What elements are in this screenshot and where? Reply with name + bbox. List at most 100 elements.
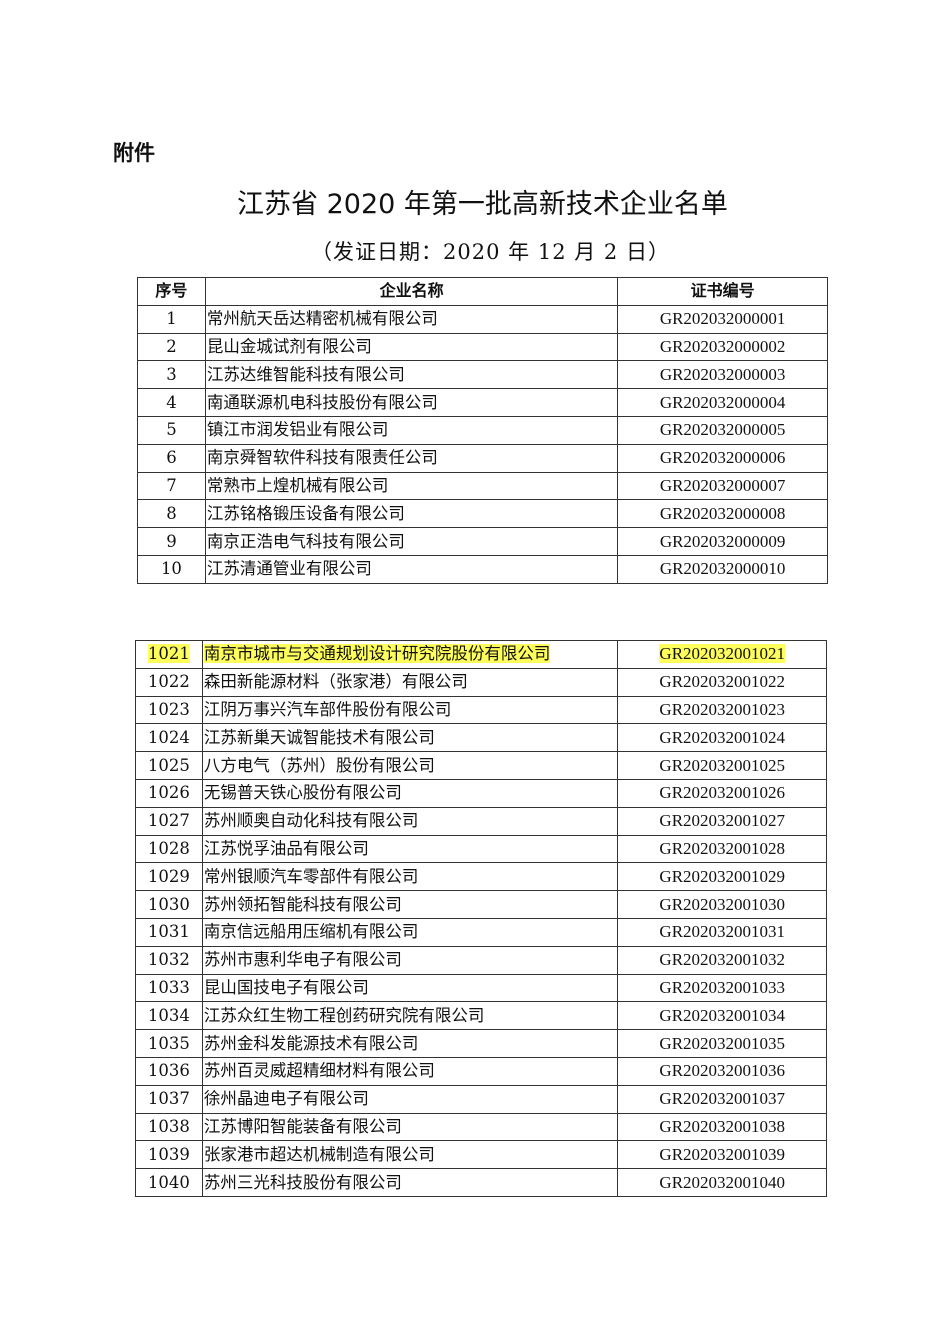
row-index: 1025 [135, 751, 203, 780]
company-name-text: 南京舜智软件科技有限责任公司 [206, 448, 438, 468]
certificate-number-text: GR202032001027 [659, 811, 786, 831]
row-index-text: 1037 [147, 1089, 190, 1109]
company-name-text: 常州航天岳达精密机械有限公司 [206, 309, 438, 329]
certificate-number-text: GR202032001036 [659, 1061, 786, 1081]
certificate-number: GR202032001034 [617, 1001, 827, 1031]
row-index-text: 1036 [147, 1061, 190, 1081]
row-index-text: 1028 [147, 838, 190, 858]
company-name: 江阴万事兴汽车部件股份有限公司 [201, 695, 619, 725]
row-index-text: 1039 [147, 1144, 190, 1164]
row-index: 1036 [135, 1056, 203, 1086]
table-row: 1033 昆山国技电子有限公司 GR202032001033 [135, 973, 827, 1003]
table-row: 10 江苏清通管业有限公司 GR202032000010 [137, 554, 828, 584]
certificate-number-text: GR202032001040 [659, 1172, 786, 1192]
company-name: 昆山金城试剂有限公司 [204, 332, 619, 362]
row-index: 9 [137, 527, 206, 556]
certificate-number: GR202032000001 [617, 304, 828, 334]
header-index: 序号 [137, 277, 206, 306]
company-name: 苏州领拓智能科技有限公司 [201, 890, 619, 919]
row-index-text: 1021 [147, 644, 190, 664]
table-row: 3 江苏达维智能科技有限公司 GR202032000003 [137, 360, 828, 390]
company-name: 常州银顺汽车零部件有限公司 [201, 862, 619, 892]
row-index-text: 1029 [147, 866, 190, 886]
certificate-number: GR202032001022 [617, 667, 827, 697]
row-index: 1040 [135, 1168, 203, 1197]
company-name-text: 苏州百灵威超精细材料有限公司 [203, 1061, 435, 1081]
table-row: 1031 南京信远船用压缩机有限公司 GR202032001031 [135, 917, 827, 947]
table-row: 1035 苏州金科发能源技术有限公司 GR202032001035 [135, 1029, 827, 1058]
row-index: 1030 [135, 890, 203, 919]
company-name: 常熟市上煌机械有限公司 [204, 471, 619, 501]
certificate-number-text: GR202032000004 [659, 392, 786, 412]
document-title: 江苏省 2020 年第一批高新技术企业名单 [237, 189, 728, 220]
certificate-number-text: GR202032000001 [659, 309, 786, 329]
row-index: 6 [137, 443, 206, 473]
company-name: 南通联源机电科技股份有限公司 [204, 388, 619, 417]
certificate-number: GR202032000006 [617, 443, 828, 473]
row-index-text: 1034 [147, 1005, 190, 1025]
company-name: 南京市城市与交通规划设计研究院股份有限公司 [201, 640, 619, 669]
row-index: 1 [137, 304, 206, 334]
company-name-text: 江苏博阳智能装备有限公司 [203, 1116, 402, 1136]
row-index: 1037 [135, 1084, 203, 1114]
certificate-number-text: GR202032000003 [659, 364, 786, 384]
company-name-text: 江苏悦孚油品有限公司 [203, 838, 369, 858]
certificate-number-text: GR202032001031 [659, 922, 786, 942]
certificate-number: GR202032001028 [617, 834, 827, 864]
table-row: 1023 江阴万事兴汽车部件股份有限公司 GR202032001023 [135, 695, 827, 725]
company-name-text: 江苏达维智能科技有限公司 [206, 364, 405, 384]
certificate-number: GR202032001032 [617, 945, 827, 975]
company-name-text: 江苏新巢天诚智能技术有限公司 [203, 727, 435, 747]
row-index: 1021 [135, 640, 203, 669]
certificate-number: GR202032001036 [617, 1056, 827, 1086]
certificate-number-text: GR202032001026 [659, 783, 786, 803]
certificate-number-text: GR202032001025 [659, 755, 786, 775]
company-table-part1: 序号 企业名称 证书编号 1 常州航天岳达精密机械有限公司 GR2020320000… [137, 277, 828, 584]
table-row: 1037 徐州晶迪电子有限公司 GR202032001037 [135, 1084, 827, 1114]
table-row: 1034 江苏众红生物工程创药研究院有限公司 GR202032001034 [135, 1001, 827, 1031]
company-name-text: 镇江市润发铝业有限公司 [206, 420, 389, 440]
table-row: 1030 苏州领拓智能科技有限公司 GR202032001030 [135, 890, 827, 919]
company-name: 张家港市超达机械制造有限公司 [201, 1140, 619, 1170]
company-name: 八方电气（苏州）股份有限公司 [201, 751, 619, 780]
row-index-text: 8 [166, 503, 177, 523]
company-name: 南京舜智软件科技有限责任公司 [204, 443, 619, 473]
certificate-number-text: GR202032001034 [659, 1005, 786, 1025]
company-name-text: 八方电气（苏州）股份有限公司 [203, 755, 435, 775]
company-name-text: 江苏众红生物工程创药研究院有限公司 [203, 1005, 485, 1025]
certificate-number: GR202032001033 [617, 973, 827, 1003]
company-name: 苏州百灵威超精细材料有限公司 [201, 1056, 619, 1086]
company-name: 江苏悦孚油品有限公司 [201, 834, 619, 864]
certificate-number: GR202032001040 [617, 1168, 827, 1197]
row-index-text: 4 [166, 392, 177, 412]
table-row: 7 常熟市上煌机械有限公司 GR202032000007 [137, 471, 828, 501]
company-name-text: 常熟市上煌机械有限公司 [206, 475, 389, 495]
row-index-text: 1025 [147, 755, 190, 775]
certificate-number-text: GR202032001037 [659, 1089, 786, 1109]
certificate-number-text: GR202032001033 [659, 977, 786, 997]
header-company-name: 企业名称 [204, 277, 619, 306]
company-name-text: 江苏铭格锻压设备有限公司 [206, 503, 405, 523]
certificate-number: GR202032001023 [617, 695, 827, 725]
certificate-number: GR202032000007 [617, 471, 828, 501]
company-name-text: 南京正浩电气科技有限公司 [206, 531, 405, 551]
certificate-number-text: GR202032000002 [659, 336, 786, 356]
row-index-text: 1035 [147, 1033, 190, 1053]
table-row: 1025 八方电气（苏州）股份有限公司 GR202032001025 [135, 751, 827, 780]
attachment-label: 附件 [113, 141, 155, 165]
row-index: 1035 [135, 1029, 203, 1058]
certificate-number-text: GR202032000010 [659, 559, 786, 579]
table-row: 1021 南京市城市与交通规划设计研究院股份有限公司 GR202032001021 [135, 640, 827, 669]
table-row: 9 南京正浩电气科技有限公司 GR202032000009 [137, 527, 828, 556]
row-index: 3 [137, 360, 206, 390]
row-index: 1026 [135, 778, 203, 808]
company-name-text: 南京信远船用压缩机有限公司 [203, 922, 419, 942]
company-name: 徐州晶迪电子有限公司 [201, 1084, 619, 1114]
certificate-number-text: GR202032001029 [659, 866, 786, 886]
company-name: 江苏新巢天诚智能技术有限公司 [201, 723, 619, 753]
row-index: 1024 [135, 723, 203, 753]
row-index: 1028 [135, 834, 203, 864]
row-index: 1027 [135, 806, 203, 836]
certificate-number: GR202032001029 [617, 862, 827, 892]
company-name: 苏州市惠利华电子有限公司 [201, 945, 619, 975]
